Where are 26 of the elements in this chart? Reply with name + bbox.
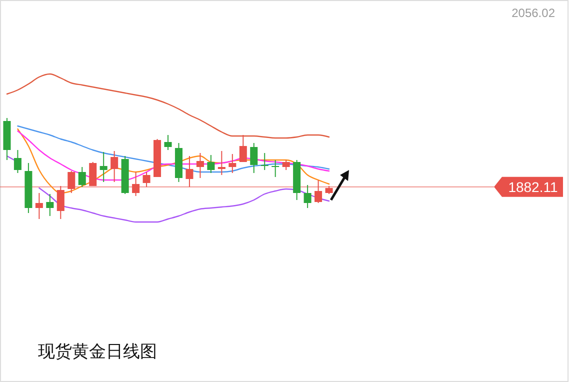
candlestick — [207, 154, 215, 174]
y-tick-label: 1882.11 — [508, 178, 558, 195]
candlestick — [272, 160, 280, 178]
candlestick — [142, 172, 150, 188]
candlestick — [56, 186, 64, 220]
candlestick — [186, 156, 194, 188]
candlestick — [164, 134, 172, 150]
candlestick — [260, 152, 268, 170]
candlestick — [218, 150, 226, 176]
candlestick — [304, 184, 312, 208]
candlestick — [35, 192, 43, 220]
y-tick-label: 2056.02 — [512, 6, 556, 20]
candlestick — [132, 172, 140, 196]
candlestick — [89, 162, 97, 186]
candlestick — [196, 152, 204, 178]
candlestick — [314, 180, 322, 204]
candlestick — [250, 142, 258, 174]
candlestick — [46, 194, 54, 216]
candlestick — [110, 150, 118, 182]
candlestick — [78, 166, 86, 188]
candlestick — [14, 150, 22, 174]
candlestick — [282, 160, 290, 170]
candlestick — [68, 170, 76, 194]
text: 现货黄金日线图 — [38, 342, 157, 361]
candlestick — [228, 154, 236, 174]
candlestick — [100, 152, 108, 182]
